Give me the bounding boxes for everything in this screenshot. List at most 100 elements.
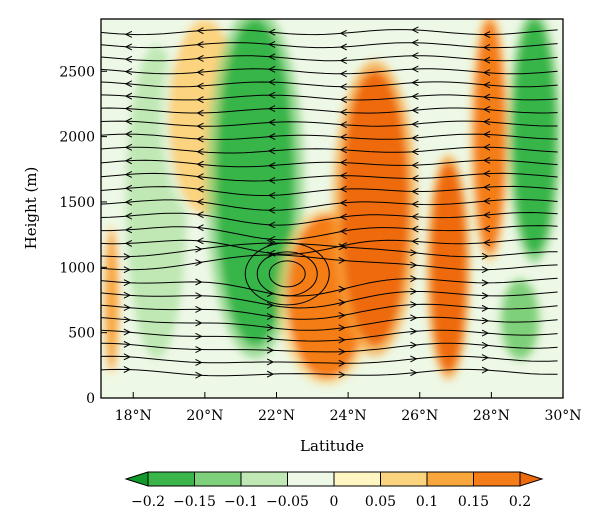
colorbar-label-4: 0 <box>330 494 339 510</box>
streamline-arrow-10-35 <box>411 161 419 169</box>
streamline-arrow-20-11 <box>195 292 203 300</box>
streamline-21 <box>101 303 558 320</box>
streamline-arrow-26-27 <box>338 371 346 379</box>
streamline-arrow-6-19 <box>267 105 276 113</box>
streamline-arrow-11-27 <box>339 172 347 180</box>
streamline-20 <box>101 291 558 309</box>
colorbar-label-6: 0.1 <box>416 494 438 510</box>
contour-core-0 <box>104 228 119 372</box>
streamline-arrow-6-27 <box>339 108 347 116</box>
y-tick-label-5: 2500 <box>59 64 95 80</box>
streamline-arrow-20-3 <box>123 291 131 299</box>
streamline-arrow-25-3 <box>123 353 131 361</box>
streamline-arrow-3-27 <box>339 70 347 78</box>
streamline-arrow-7-35 <box>411 120 419 128</box>
streamline-arrow-22-11 <box>195 319 203 327</box>
streamline-arrow-12-11 <box>196 185 204 193</box>
streamline-arrow-0-43 <box>482 31 491 39</box>
colorbar-label-5: 0.05 <box>365 494 396 510</box>
streamline-arrow-20-35 <box>410 288 418 295</box>
streamline-arrow-21-11 <box>195 305 203 313</box>
streamline-arrow-12-19 <box>267 191 276 199</box>
streamline-arrow-8-11 <box>196 135 204 143</box>
streamline-arrow-15-3 <box>124 226 133 234</box>
streamline-arrow-17-43 <box>481 252 490 260</box>
colorbar-extend-right <box>519 471 544 487</box>
streamline-6 <box>101 107 558 114</box>
streamline-arrow-10-19 <box>267 162 276 170</box>
streamline-arrow-8-19 <box>267 133 276 140</box>
streamline-arrow-17-11 <box>195 245 203 253</box>
streamline-17 <box>101 242 558 258</box>
streamline-arrow-24-43 <box>481 341 490 349</box>
streamline-1 <box>101 42 558 49</box>
streamline-arrow-2-3 <box>124 55 133 63</box>
streamline-arrow-0-27 <box>339 29 347 37</box>
streamline-arrow-13-3 <box>124 198 133 206</box>
colorbar-box-1 <box>194 471 242 487</box>
streamline-arrow-3-43 <box>482 69 491 77</box>
streamline-arrow-16-3 <box>124 239 133 247</box>
streamline-arrow-2-19 <box>267 53 276 61</box>
streamline-arrow-4-3 <box>124 80 133 88</box>
streamline-arrow-14-11 <box>196 211 204 219</box>
streamline-arrow-10-11 <box>196 160 204 168</box>
vortex-ring-3 <box>244 242 330 306</box>
colorbar-label-2: −0.1 <box>224 494 258 510</box>
streamline-arrow-24-11 <box>195 346 203 353</box>
streamline-arrow-16-43 <box>482 239 491 247</box>
streamline-19 <box>101 277 558 297</box>
streamline-arrow-24-19 <box>266 346 275 354</box>
streamline-arrow-26-11 <box>195 371 203 379</box>
streamline-arrow-4-43 <box>482 81 491 89</box>
streamline-arrow-18-3 <box>123 266 131 274</box>
streamline-arrow-13-11 <box>196 198 204 206</box>
streamline-arrow-14-19 <box>267 221 276 229</box>
streamline-arrow-24-3 <box>123 340 131 348</box>
streamline-arrow-12-27 <box>339 185 347 193</box>
streamline-arrow-10-27 <box>339 159 347 167</box>
colorbar-label-0: −0.2 <box>131 494 165 510</box>
x-tick-label-1: 20°N <box>186 408 223 424</box>
streamline-arrow-11-11 <box>196 173 204 181</box>
streamline-arrow-9-27 <box>339 146 347 154</box>
streamline-arrow-9-11 <box>196 148 204 156</box>
streamline-arrow-24-35 <box>410 341 418 349</box>
streamline-arrow-2-27 <box>339 57 347 64</box>
streamline-arrow-13-43 <box>482 197 491 205</box>
streamline-arrow-4-19 <box>267 78 276 86</box>
streamline-arrow-18-11 <box>195 259 203 266</box>
streamline-arrow-25-35 <box>410 355 418 363</box>
streamline-arrow-25-27 <box>338 359 346 367</box>
x-tick-label-0: 18°N <box>115 408 152 424</box>
streamline-arrow-9-19 <box>267 147 276 155</box>
streamline-arrow-12-3 <box>124 184 133 192</box>
streamline-25 <box>101 355 558 364</box>
streamline-16 <box>101 238 558 255</box>
streamline-arrow-23-11 <box>195 332 203 340</box>
streamline-5 <box>101 94 558 101</box>
streamline-arrow-3-11 <box>196 68 204 76</box>
streamline-arrow-4-11 <box>196 82 204 90</box>
streamline-arrow-9-35 <box>411 148 419 156</box>
x-tick-label-2: 22°N <box>258 408 295 424</box>
streamline-arrow-13-19 <box>267 206 276 214</box>
streamline-arrow-2-35 <box>411 52 419 60</box>
x-tick-label-3: 24°N <box>330 408 367 424</box>
streamline-arrow-1-3 <box>124 43 133 51</box>
streamline-18 <box>101 254 558 271</box>
streamline-23 <box>101 329 558 342</box>
y-tick-label-0: 0 <box>86 391 95 407</box>
y-tick-label-3: 1500 <box>59 195 95 211</box>
streamline-arrow-18-35 <box>410 261 418 269</box>
streamline-arrow-5-3 <box>124 92 133 100</box>
streamline-arrow-5-11 <box>196 96 204 104</box>
streamline-26 <box>101 368 558 377</box>
streamline-arrow-19-11 <box>195 278 203 286</box>
streamline-2 <box>101 55 558 62</box>
streamline-arrow-14-27 <box>339 213 347 221</box>
streamline-arrow-3-35 <box>411 65 419 73</box>
streamline-arrow-11-19 <box>267 177 276 184</box>
streamline-11 <box>101 172 558 182</box>
streamline-arrow-6-3 <box>124 105 133 113</box>
